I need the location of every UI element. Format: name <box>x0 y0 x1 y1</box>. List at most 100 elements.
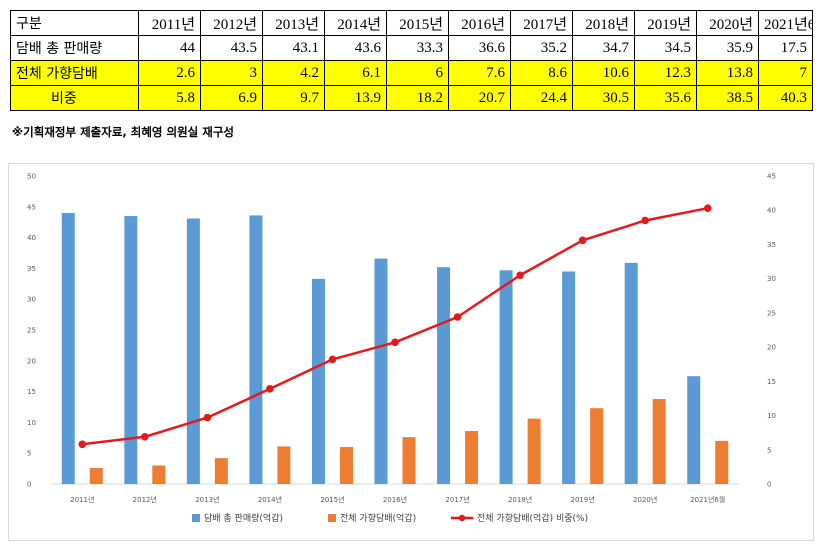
bar-flavored <box>590 408 604 484</box>
bar-total-sales <box>562 271 576 484</box>
x-tick-label: 2012년 <box>133 495 157 504</box>
table-cell: 40.3 <box>758 85 813 111</box>
bar-flavored <box>527 418 541 484</box>
bar-total-sales <box>249 215 263 484</box>
x-tick-label: 2015년 <box>320 495 344 504</box>
table-row-share: 비중 5.8 6.9 9.7 13.9 18.2 20.7 24.4 30.5 … <box>10 85 813 111</box>
line-share-point <box>141 432 149 441</box>
y-right-tick-label: 35 <box>767 241 776 249</box>
line-share-point <box>578 236 587 245</box>
table-cell: 4.2 <box>262 60 325 86</box>
table-cell: 33.3 <box>386 35 449 61</box>
table-header-year: 2013년 <box>262 10 325 36</box>
table-header-year: 2018년 <box>572 10 635 36</box>
bar-total-sales <box>124 216 138 484</box>
table-cell: 13.9 <box>324 85 387 111</box>
line-share-point <box>78 440 87 449</box>
x-tick-label: 2011년 <box>70 495 94 504</box>
table-cell: 5.8 <box>138 85 201 111</box>
table-header-year: 2021년6월 <box>758 10 813 36</box>
bar-total-sales <box>499 270 513 484</box>
line-share-point <box>516 271 524 280</box>
table-header-year: 2011년 <box>138 10 201 36</box>
bar-flavored <box>277 446 291 484</box>
line-share <box>82 206 708 446</box>
table-cell: 20.7 <box>448 85 511 111</box>
line-share-point <box>453 313 462 321</box>
bar-flavored <box>339 447 353 484</box>
legend-swatch-share-marker <box>458 514 466 522</box>
chart-frame: 0 5 10 15 20 25 30 35 40 45 50 0 5 10 15 20 25 30 35 40 45 20… <box>8 163 814 541</box>
y-right-tick-label: 15 <box>767 378 776 386</box>
table-cell: 43.6 <box>324 35 387 61</box>
table-cell: 35.2 <box>510 35 573 61</box>
table-cell: 44 <box>138 35 201 61</box>
y-right-tick-label: 30 <box>767 275 776 283</box>
table-cell: 30.5 <box>572 85 635 111</box>
table-cell: 2.6 <box>138 60 201 86</box>
line-share-point <box>391 338 399 347</box>
table-cell: 18.2 <box>386 85 449 111</box>
x-tick-label: 2016년 <box>383 495 407 504</box>
y-right-tick-label: 20 <box>767 344 776 352</box>
y-left-tick-label: 40 <box>27 234 36 242</box>
x-tick-label: 2018년 <box>508 495 532 504</box>
table-cell: 24.4 <box>510 85 573 111</box>
bar-flavored <box>214 458 228 484</box>
table-cell: 17.5 <box>758 35 813 61</box>
line-share-point <box>266 385 274 393</box>
table-header-year: 2019년 <box>634 10 697 36</box>
bar-total-sales <box>311 278 325 484</box>
bar-total-sales <box>186 218 200 484</box>
table-row-label: 전체 가향담배 <box>10 60 139 86</box>
y-right-tick-label: 40 <box>767 207 776 215</box>
source-note: ※기획재정부 제출자료, 최혜영 의원실 재구성 <box>12 125 235 139</box>
legend-label-flavored: 전체 가향담배(억갑) <box>340 512 416 524</box>
y-right-tick-label: 10 <box>767 412 776 420</box>
table-header-year: 2012년 <box>200 10 263 36</box>
y-left-tick-label: 15 <box>27 388 36 396</box>
line-share-point <box>703 204 712 212</box>
table-header-year: 2014년 <box>324 10 387 36</box>
y-right-tick-label: 45 <box>767 173 776 181</box>
table-cell: 6 <box>386 60 449 86</box>
legend-swatch-total-sales <box>192 514 200 522</box>
table-row-label: 담배 총 판매량 <box>10 35 139 61</box>
combo-chart: 0 5 10 15 20 25 30 35 40 45 50 0 5 10 15 20 25 30 35 40 45 20… <box>27 173 776 525</box>
table-header-year: 2015년 <box>386 10 449 36</box>
table-header-year: 2016년 <box>448 10 511 36</box>
y-left-tick-label: 30 <box>27 296 36 304</box>
table-header-row: 구분 2011년 2012년 2013년 2014년 2015년 2016년 2… <box>10 10 813 36</box>
table-header-label: 구분 <box>10 10 139 36</box>
x-tick-label: 2013년 <box>195 495 219 504</box>
y-right-tick-label: 0 <box>767 481 771 489</box>
table-row-flavored: 전체 가향담배 2.6 3 4.2 6.1 6 7.6 8.6 10.6 12.… <box>10 60 813 86</box>
bar-flavored <box>715 440 729 484</box>
table-cell: 6.1 <box>324 60 387 86</box>
x-tick-label: 2020년 <box>633 495 657 504</box>
legend-label-total-sales: 담배 총 판매량(억갑) <box>204 512 283 524</box>
y-left-tick-label: 50 <box>27 173 36 181</box>
x-tick-label: 2021년6월 <box>690 495 725 504</box>
x-tick-label: 2019년 <box>571 495 595 504</box>
table-cell: 7.6 <box>448 60 511 86</box>
line-share-point <box>203 413 212 422</box>
table-cell: 34.7 <box>572 35 635 61</box>
bar-total-sales <box>687 376 701 484</box>
y-left-tick-label: 5 <box>27 450 31 458</box>
x-tick-label: 2014년 <box>258 495 282 504</box>
x-tick-label: 2017년 <box>445 495 469 504</box>
bar-total-sales <box>437 267 451 484</box>
bar-total-sales <box>624 262 638 484</box>
bar-total-sales <box>61 212 75 484</box>
bar-flavored <box>465 431 479 484</box>
bar-total-sales <box>374 258 388 484</box>
bar-flavored <box>152 465 166 484</box>
table-cell: 3 <box>200 60 263 86</box>
table-cell: 10.6 <box>572 60 635 86</box>
table-header-year: 2017년 <box>510 10 573 36</box>
table-cell: 6.9 <box>200 85 263 111</box>
table-cell: 43.1 <box>262 35 325 61</box>
table-cell: 13.8 <box>696 60 759 86</box>
table-cell: 12.3 <box>634 60 697 86</box>
